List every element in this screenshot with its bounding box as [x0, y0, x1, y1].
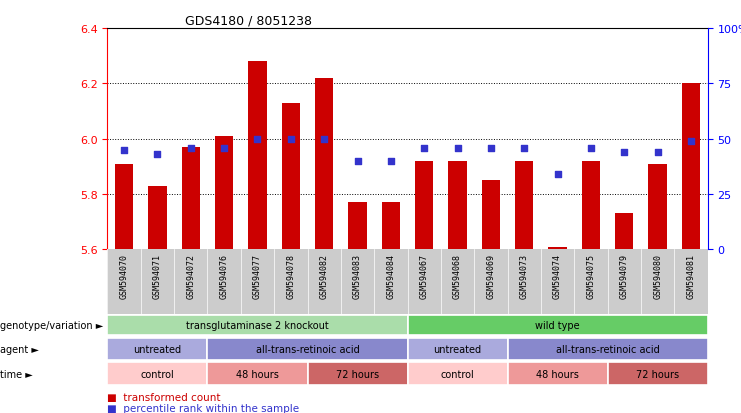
Bar	[408, 315, 708, 335]
Text: GSM594077: GSM594077	[253, 253, 262, 298]
Text: all-trans-retinoic acid: all-trans-retinoic acid	[256, 344, 359, 354]
Text: GSM594069: GSM594069	[486, 253, 496, 298]
Point	[518, 145, 530, 152]
Point	[151, 152, 163, 158]
Text: 72 hours: 72 hours	[636, 369, 679, 379]
Bar	[408, 363, 508, 385]
Bar	[508, 363, 608, 385]
Point	[385, 158, 397, 165]
Bar	[107, 363, 207, 385]
Point	[618, 150, 630, 156]
Bar	[408, 338, 508, 360]
Text: GSM594072: GSM594072	[186, 253, 196, 298]
Bar	[448, 161, 467, 250]
Text: GSM594076: GSM594076	[219, 253, 229, 298]
Text: GSM594073: GSM594073	[519, 253, 529, 298]
Bar	[615, 214, 634, 250]
Text: GSM594067: GSM594067	[419, 253, 429, 298]
Bar	[508, 338, 708, 360]
Text: GSM594082: GSM594082	[319, 253, 329, 298]
Text: GSM594075: GSM594075	[586, 253, 596, 298]
Point	[351, 158, 363, 165]
Point	[418, 145, 430, 152]
Bar	[382, 203, 400, 250]
Bar	[348, 203, 367, 250]
Point	[185, 145, 197, 152]
Text: GSM594084: GSM594084	[386, 253, 396, 298]
Bar	[282, 104, 300, 250]
Text: agent ►: agent ►	[0, 344, 39, 354]
Text: 48 hours: 48 hours	[236, 369, 279, 379]
Text: ■  transformed count: ■ transformed count	[107, 392, 221, 402]
Point	[451, 145, 464, 152]
Point	[551, 171, 563, 178]
Bar	[207, 363, 308, 385]
Text: transglutaminase 2 knockout: transglutaminase 2 knockout	[186, 320, 329, 330]
Text: GSM594080: GSM594080	[653, 253, 662, 298]
Point	[685, 138, 697, 145]
Text: GSM594081: GSM594081	[686, 253, 696, 298]
Bar	[115, 164, 133, 250]
Text: control: control	[141, 369, 174, 379]
Bar	[107, 315, 408, 335]
Bar	[608, 363, 708, 385]
Bar	[308, 363, 408, 385]
Point	[218, 145, 230, 152]
Text: ■  percentile rank within the sample: ■ percentile rank within the sample	[107, 403, 299, 413]
Text: GDS4180 / 8051238: GDS4180 / 8051238	[185, 15, 313, 28]
Text: GSM594071: GSM594071	[153, 253, 162, 298]
Text: GSM594068: GSM594068	[453, 253, 462, 298]
Text: untreated: untreated	[433, 344, 482, 354]
Point	[651, 150, 663, 156]
Bar	[315, 78, 333, 250]
Text: GSM594083: GSM594083	[353, 253, 362, 298]
Text: time ►: time ►	[0, 369, 33, 379]
Bar	[648, 164, 667, 250]
Bar	[207, 338, 408, 360]
Point	[118, 147, 130, 154]
Bar	[682, 84, 700, 250]
Bar	[582, 161, 600, 250]
Text: genotype/variation ►: genotype/variation ►	[0, 320, 103, 330]
Bar	[548, 247, 567, 250]
Text: 72 hours: 72 hours	[336, 369, 379, 379]
Bar	[107, 338, 207, 360]
Bar	[515, 161, 534, 250]
Point	[251, 136, 264, 143]
Text: untreated: untreated	[133, 344, 182, 354]
Point	[485, 145, 496, 152]
Bar	[248, 62, 267, 250]
Text: GSM594079: GSM594079	[619, 253, 629, 298]
Text: GSM594070: GSM594070	[119, 253, 129, 298]
Bar	[415, 161, 433, 250]
Point	[319, 136, 330, 143]
Text: GSM594074: GSM594074	[553, 253, 562, 298]
Bar	[482, 181, 500, 250]
Point	[585, 145, 597, 152]
Text: 48 hours: 48 hours	[536, 369, 579, 379]
Bar	[148, 186, 167, 250]
Text: wild type: wild type	[535, 320, 580, 330]
Text: GSM594078: GSM594078	[286, 253, 296, 298]
Text: all-trans-retinoic acid: all-trans-retinoic acid	[556, 344, 659, 354]
Point	[285, 136, 296, 143]
Text: control: control	[441, 369, 474, 379]
Bar	[215, 137, 233, 250]
Bar	[182, 148, 200, 250]
